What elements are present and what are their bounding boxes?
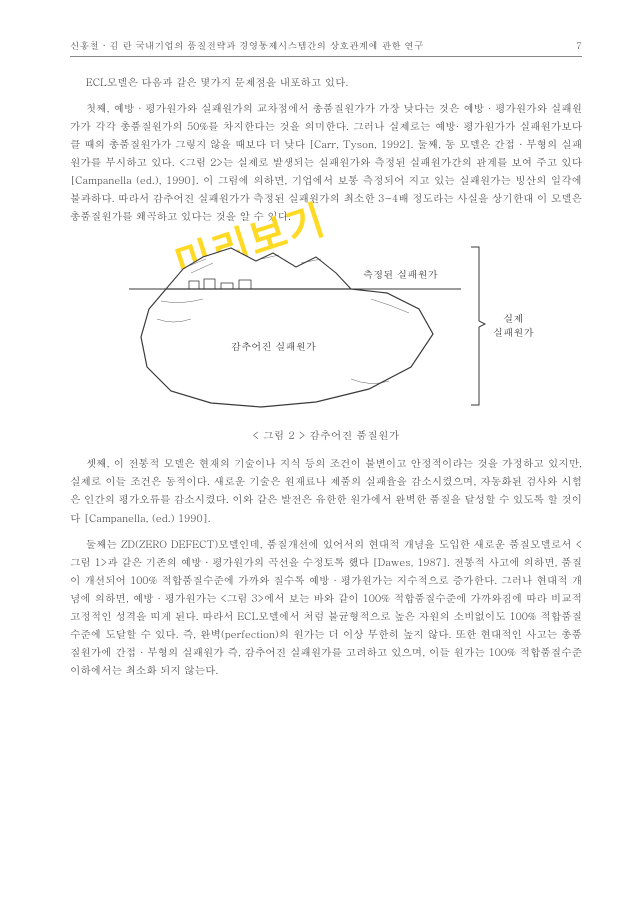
- paragraph-2: 첫째, 예방 · 평가원가와 실패원가의 교차점에서 총품질원가가 가장 낮다는…: [70, 99, 582, 225]
- running-header: 신홍철 · 김 란 국내기업의 품질전략과 경영통제시스템간의 상호관계에 관한…: [70, 38, 582, 57]
- label-measured-cost: 측정된 실패원가: [363, 267, 438, 281]
- figure-caption: < 그림 2 > 감추어진 품질원가: [70, 427, 582, 442]
- header-left: 신홍철 · 김 란 국내기업의 품질전략과 경영통제시스템간의 상호관계에 관한…: [70, 38, 424, 52]
- paragraph-3: 셋째, 이 전통적 모델은 현재의 기술이나 지식 등의 조건이 불변이고 안정…: [70, 454, 582, 526]
- paragraph-4: 둘째는 ZD(ZERO DEFECT)모델인데, 품질개선에 있어서의 현대적 …: [70, 535, 582, 679]
- paragraph-1: ECL모델은 다음과 같은 몇가지 문제점을 내포하고 있다.: [70, 73, 582, 91]
- page-content: 신홍철 · 김 란 국내기업의 품질전략과 경영통제시스템간의 상호관계에 관한…: [0, 0, 640, 709]
- label-hidden-cost: 감추어진 실패원가: [231, 339, 316, 353]
- figure-iceberg: 측정된 실패원가 감추어진 실패원가 실제 실패원가: [111, 239, 541, 411]
- label-actual-top: 실제: [503, 311, 523, 325]
- page-number: 7: [576, 38, 582, 52]
- label-actual-bottom: 실패원가: [493, 325, 534, 339]
- label-actual-cost: 실제 실패원가: [493, 311, 534, 339]
- iceberg-svg: [111, 239, 541, 411]
